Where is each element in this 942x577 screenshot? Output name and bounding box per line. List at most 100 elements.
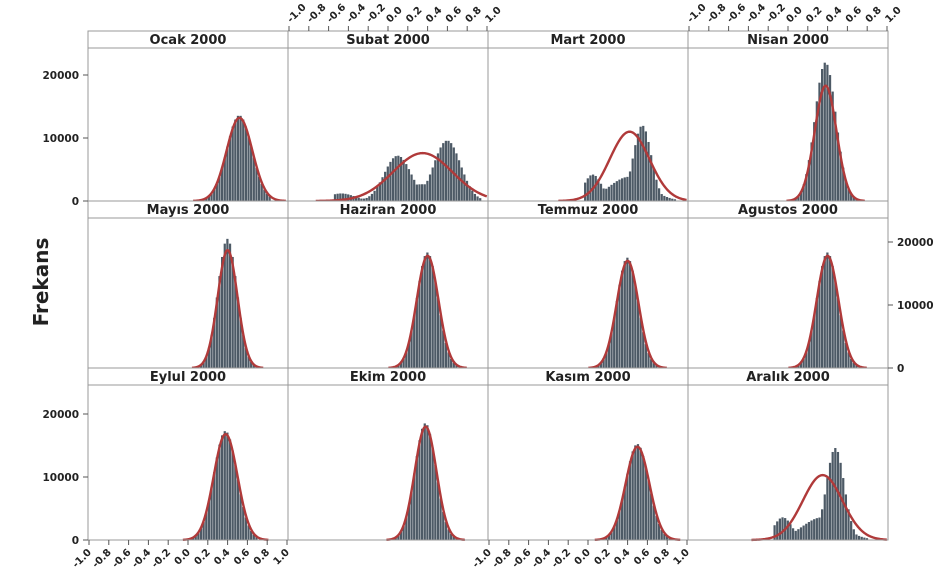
- histogram-bar: [215, 297, 218, 368]
- histogram-bar: [405, 164, 408, 201]
- histogram-bar: [639, 126, 642, 201]
- panel-title: Agustos 2000: [738, 203, 838, 218]
- x-tick-label: 0.4: [612, 547, 632, 567]
- histogram-bar: [628, 171, 632, 201]
- histogram-bar: [213, 472, 216, 540]
- histogram-bar: [252, 534, 255, 540]
- x-tick-label: -0.6: [110, 547, 133, 570]
- y-tick-label: 10000: [42, 472, 79, 484]
- histogram-bar: [836, 132, 840, 201]
- x-tick-label: -0.4: [130, 547, 153, 570]
- histogram-bar: [205, 512, 208, 540]
- histogram-bar: [199, 365, 203, 368]
- histogram-bar: [460, 167, 463, 201]
- x-tick-label: 0.6: [232, 547, 252, 567]
- histogram-bar: [244, 517, 247, 540]
- histogram-bar: [642, 332, 645, 368]
- normal-curve: [191, 248, 264, 370]
- y-axis-title: Frekans: [29, 238, 53, 327]
- histogram-bar: [621, 178, 624, 201]
- histogram-bar: [402, 358, 405, 368]
- x-tick-label: -0.2: [550, 547, 573, 570]
- histogram-bar: [252, 365, 255, 368]
- x-tick-label: -0.8: [491, 547, 514, 570]
- x-tick-label: 0.2: [404, 5, 424, 25]
- histogram-bar: [381, 177, 384, 201]
- histogram-bar: [663, 195, 666, 201]
- x-tick-label: 0.6: [444, 5, 464, 25]
- x-tick-label: 0.4: [824, 5, 844, 25]
- histogram-bar: [223, 157, 226, 201]
- histogram-bar: [839, 315, 842, 368]
- histogram-bar: [423, 423, 426, 540]
- histogram-bar: [410, 174, 413, 201]
- histogram-bar: [399, 362, 403, 368]
- histogram-bar: [444, 140, 447, 201]
- histogram-bar: [818, 82, 821, 201]
- histogram-bar: [407, 169, 411, 201]
- histogram-bar: [599, 363, 603, 368]
- histogram-bar: [431, 167, 434, 201]
- x-tick-label: -0.2: [365, 2, 388, 25]
- histogram-bar: [605, 537, 608, 540]
- histogram-bar: [407, 343, 411, 368]
- histogram-bar: [362, 198, 366, 201]
- panel-title: Eylul 2000: [150, 370, 226, 385]
- y-tick-label: 20000: [897, 237, 934, 249]
- histogram-bar: [628, 461, 632, 540]
- histogram-bar: [865, 538, 869, 540]
- histogram-bar: [226, 432, 229, 540]
- histogram-bar: [839, 462, 842, 540]
- histogram-bar: [773, 525, 776, 540]
- histogram-bar: [436, 297, 440, 368]
- histogram-bar: [397, 155, 400, 201]
- histogram-bar: [231, 450, 234, 540]
- histogram-bar: [802, 184, 805, 201]
- histogram-bar: [436, 482, 440, 540]
- histogram-bar: [439, 498, 442, 540]
- histogram-bar: [194, 536, 197, 540]
- panel-title: Nisan 2000: [747, 33, 829, 48]
- histogram-bar: [413, 179, 416, 201]
- histogram-bar: [805, 352, 808, 368]
- x-tick-label: -1.0: [685, 2, 708, 25]
- histogram-bar: [421, 266, 424, 368]
- histogram-bar: [410, 330, 413, 368]
- histogram-bar: [373, 190, 376, 201]
- histogram-bar: [394, 156, 397, 201]
- histogram-bar: [207, 500, 211, 540]
- x-tick-label: -0.8: [705, 2, 728, 25]
- histogram-bar: [244, 347, 247, 368]
- histogram-bar: [463, 174, 466, 201]
- histogram-bar: [650, 493, 653, 540]
- histogram-bar: [621, 270, 624, 368]
- histogram-bar: [378, 182, 381, 201]
- histogram-bar: [468, 186, 471, 201]
- histogram-bar: [421, 184, 424, 201]
- normal-curve: [788, 254, 867, 370]
- histogram-bar: [376, 186, 379, 201]
- histogram-bar: [634, 145, 637, 201]
- normal-curve: [558, 130, 687, 203]
- histogram-bar: [618, 510, 621, 540]
- histogram-bar: [828, 75, 832, 201]
- histogram-bar: [842, 167, 845, 201]
- histogram-bar: [215, 183, 218, 201]
- histogram-bar: [828, 256, 832, 368]
- histogram-bar: [797, 195, 800, 201]
- histogram-bar: [415, 297, 418, 368]
- histogram-bar: [813, 519, 816, 540]
- x-tick-label: 0.0: [784, 5, 804, 25]
- histogram-bar: [776, 521, 779, 540]
- x-tick-label: -0.8: [91, 547, 114, 570]
- histogram-bar: [347, 194, 350, 201]
- histogram-bar: [665, 536, 669, 540]
- histogram-bar: [465, 180, 469, 201]
- histogram-bar: [476, 196, 479, 201]
- panel-title: Ekim 2000: [350, 370, 426, 385]
- x-tick-label: 0.0: [384, 5, 404, 25]
- histogram-bar: [850, 521, 853, 540]
- histogram-bar: [423, 184, 426, 201]
- histogram-bar: [415, 184, 418, 201]
- histogram-bar: [847, 188, 850, 201]
